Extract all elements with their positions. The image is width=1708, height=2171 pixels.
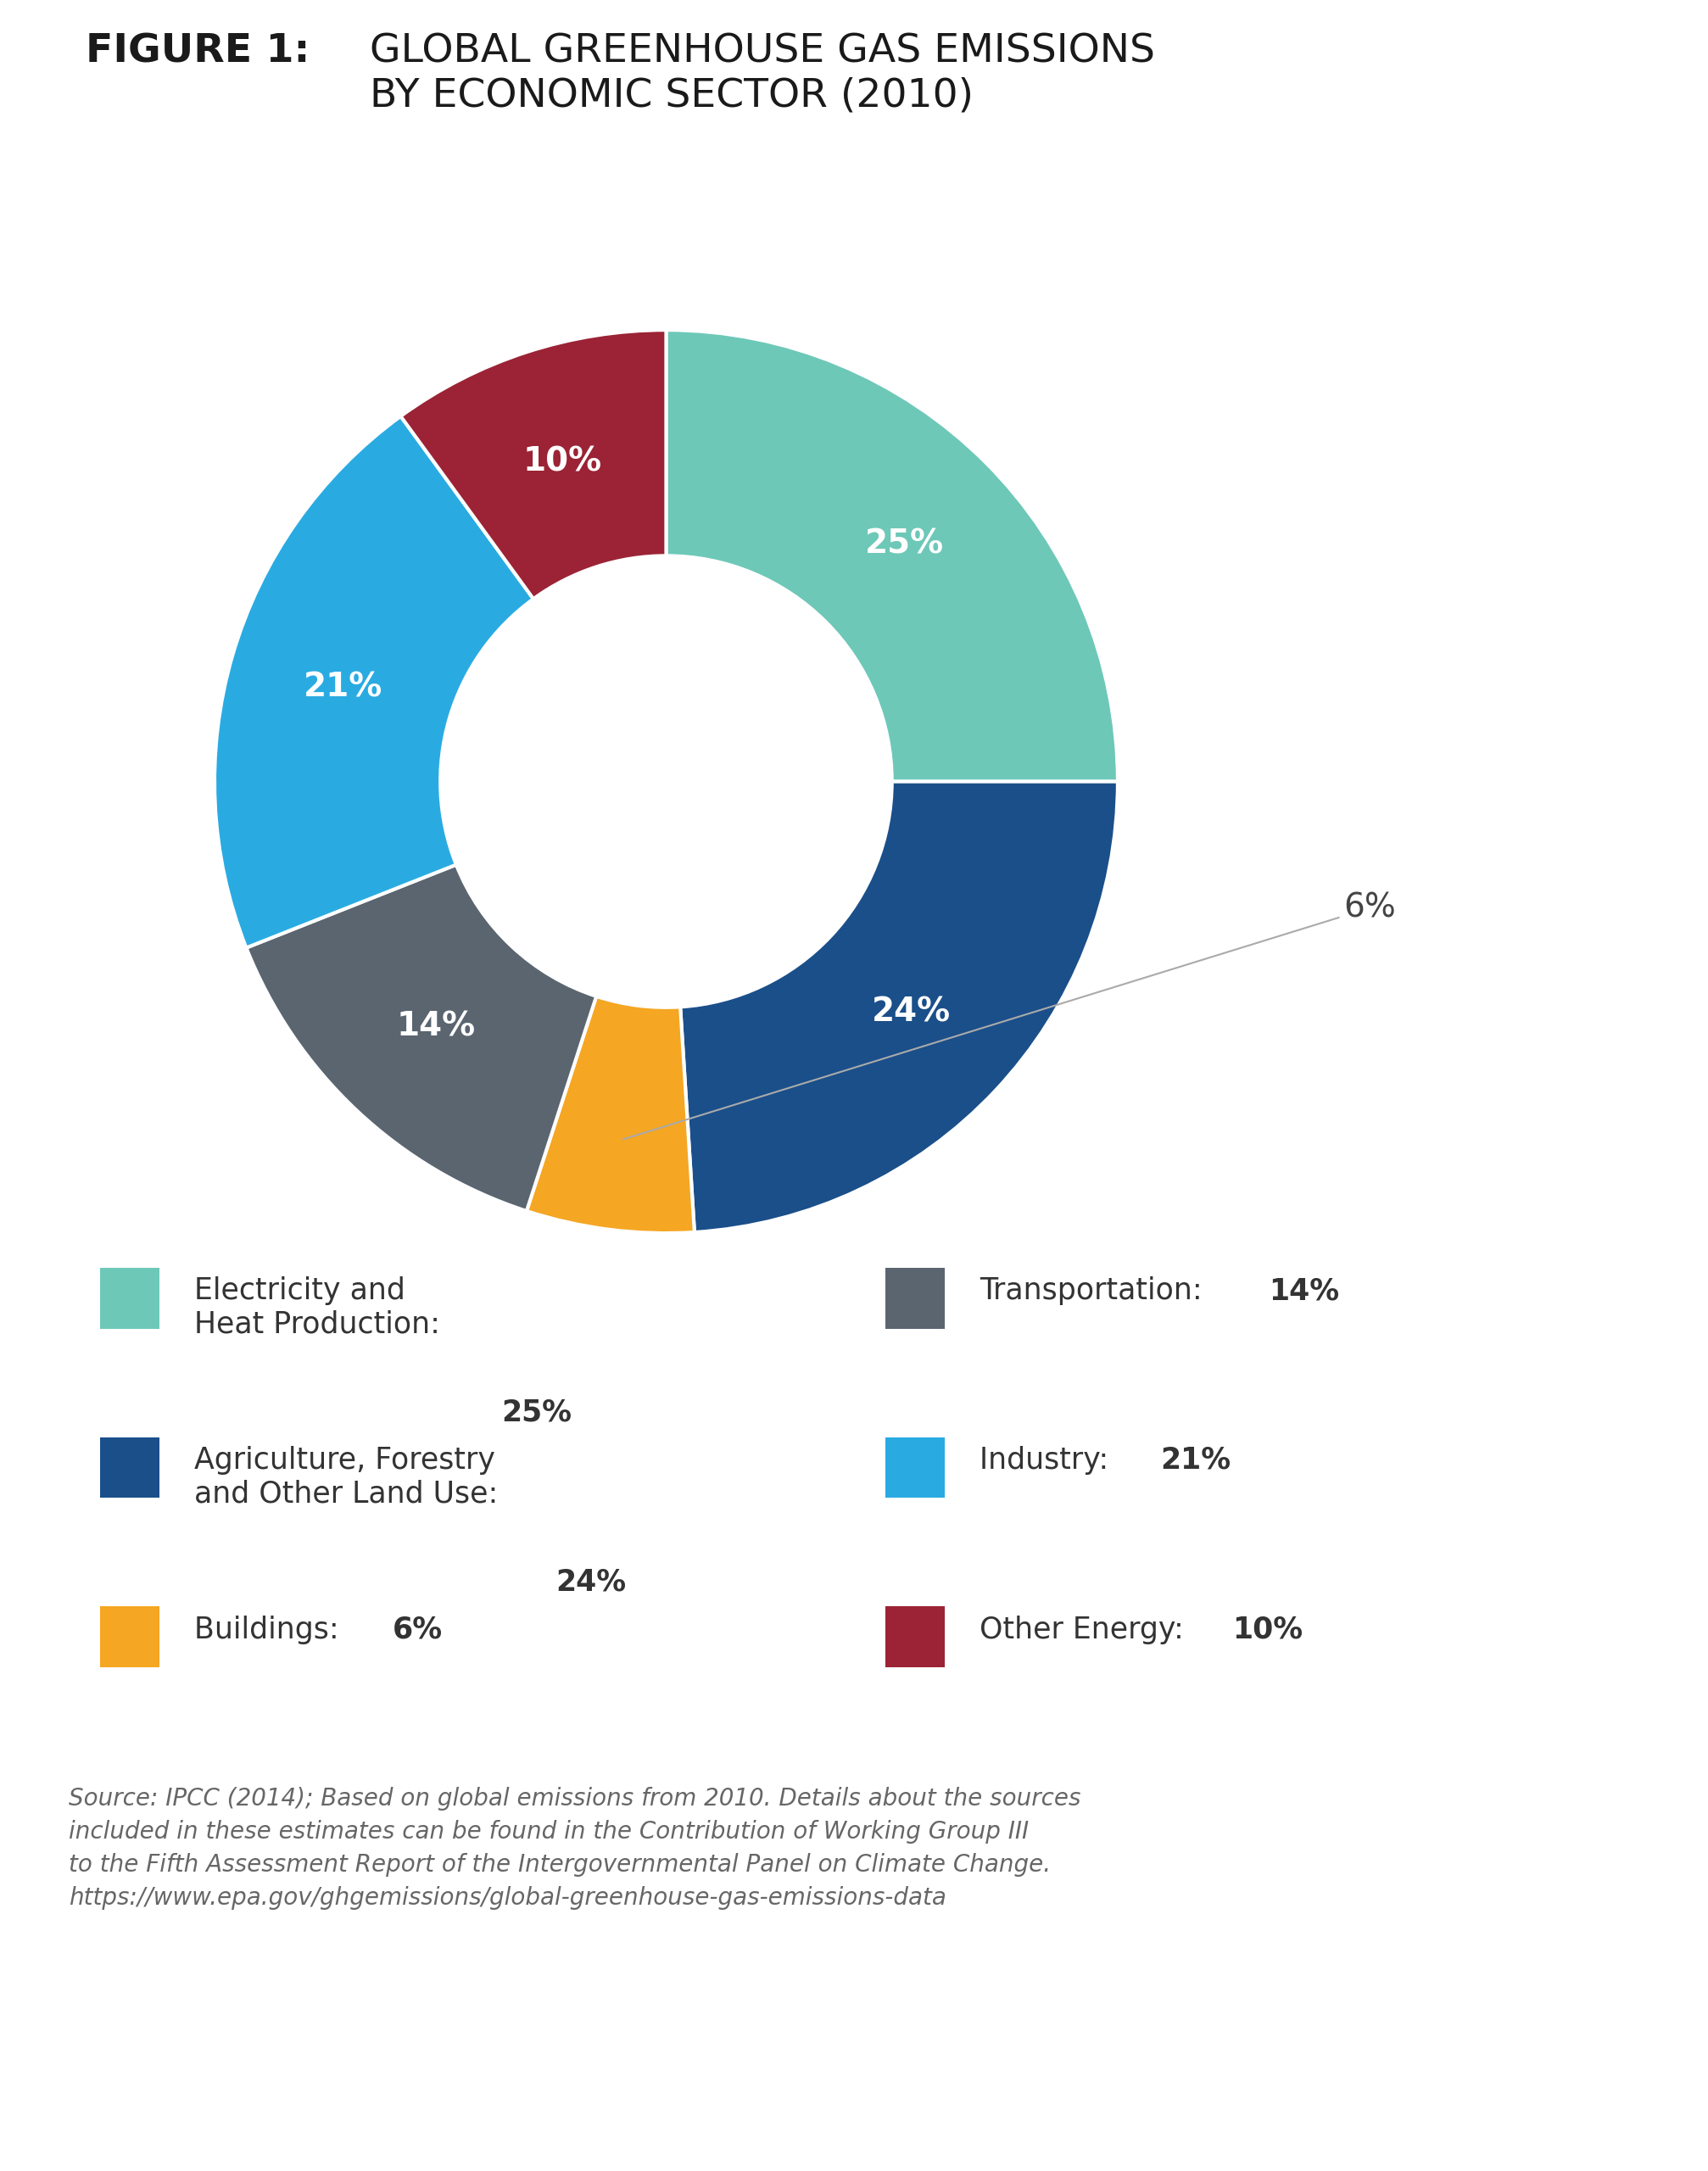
Text: Other Energy:: Other Energy: <box>980 1615 1194 1643</box>
FancyBboxPatch shape <box>885 1437 945 1498</box>
Text: 14%: 14% <box>396 1012 475 1042</box>
Text: 14%: 14% <box>1269 1277 1339 1305</box>
Circle shape <box>441 556 892 1007</box>
Text: 21%: 21% <box>304 671 383 703</box>
Text: FIGURE 1:: FIGURE 1: <box>85 33 309 72</box>
Text: Buildings:: Buildings: <box>195 1615 348 1643</box>
FancyBboxPatch shape <box>99 1607 159 1667</box>
FancyBboxPatch shape <box>885 1607 945 1667</box>
Wedge shape <box>215 417 533 949</box>
Text: 25%: 25% <box>500 1398 572 1426</box>
Text: 10%: 10% <box>523 445 601 478</box>
Wedge shape <box>526 996 695 1233</box>
Text: Agriculture, Forestry
and Other Land Use:: Agriculture, Forestry and Other Land Use… <box>195 1446 507 1509</box>
Text: Transportation:: Transportation: <box>980 1277 1211 1305</box>
Text: 21%: 21% <box>1160 1446 1231 1474</box>
Wedge shape <box>666 330 1117 782</box>
FancyBboxPatch shape <box>99 1268 159 1329</box>
Text: Industry:: Industry: <box>980 1446 1119 1474</box>
Text: Source: IPCC (2014); Based on global emissions from 2010. Details about the sour: Source: IPCC (2014); Based on global emi… <box>68 1787 1081 1910</box>
Text: 25%: 25% <box>864 528 943 560</box>
FancyBboxPatch shape <box>99 1437 159 1498</box>
Text: 24%: 24% <box>555 1567 625 1596</box>
Wedge shape <box>680 782 1117 1233</box>
Wedge shape <box>401 330 666 599</box>
Text: 6%: 6% <box>393 1615 442 1643</box>
Text: GLOBAL GREENHOUSE GAS EMISSIONS
BY ECONOMIC SECTOR (2010): GLOBAL GREENHOUSE GAS EMISSIONS BY ECONO… <box>369 33 1155 115</box>
Wedge shape <box>246 864 596 1211</box>
Text: 24%: 24% <box>871 996 951 1027</box>
Text: Electricity and
Heat Production:: Electricity and Heat Production: <box>195 1277 449 1340</box>
Text: 6%: 6% <box>623 892 1395 1140</box>
FancyBboxPatch shape <box>885 1268 945 1329</box>
Text: 10%: 10% <box>1233 1615 1303 1643</box>
